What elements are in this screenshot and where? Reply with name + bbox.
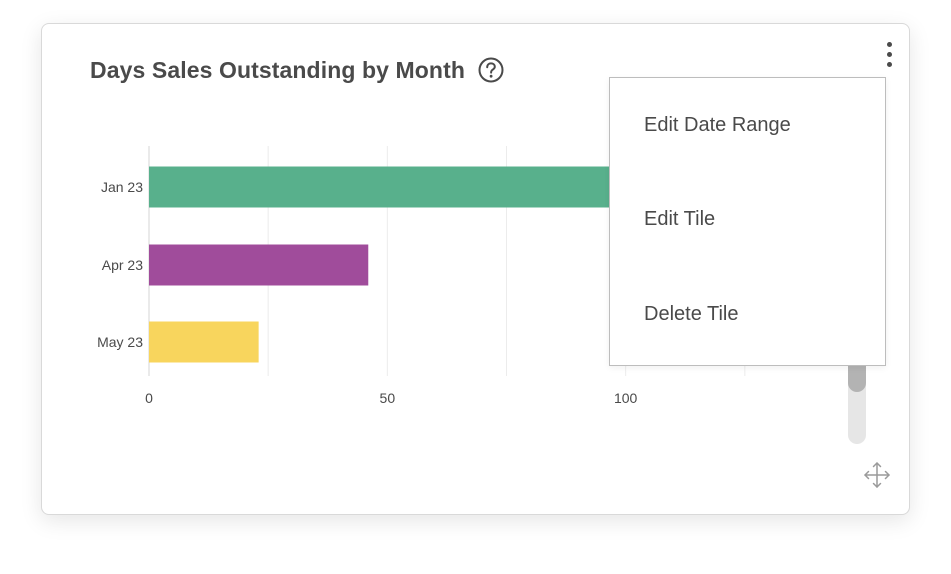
y-tick-label: Apr 23 — [102, 257, 143, 273]
x-tick-label: 100 — [614, 390, 638, 406]
tile-options-menu: Edit Date Range Edit Tile Delete Tile — [609, 77, 886, 366]
y-tick-label: Jan 23 — [101, 179, 143, 195]
menu-item-delete-tile[interactable]: Delete Tile — [644, 303, 739, 325]
menu-item-edit-tile[interactable]: Edit Tile — [644, 208, 716, 230]
bar[interactable] — [149, 244, 369, 286]
tile-title: Days Sales Outstanding by Month — [90, 56, 465, 83]
y-tick-label: May 23 — [97, 334, 143, 350]
scrollbar-track[interactable] — [848, 354, 866, 444]
kebab-menu-icon[interactable] — [882, 42, 896, 76]
dso-tile: Days Sales Outstanding by Month Jan 23 Ap… — [41, 23, 910, 515]
x-tick-label: 50 — [380, 390, 396, 406]
question-circle-icon[interactable] — [477, 56, 505, 84]
tile-header: Days Sales Outstanding by Month — [90, 56, 505, 84]
bar[interactable] — [149, 321, 259, 363]
x-tick-label: 0 — [145, 390, 153, 406]
move-arrows-icon[interactable] — [862, 460, 892, 490]
menu-item-edit-date-range[interactable]: Edit Date Range — [644, 114, 791, 136]
